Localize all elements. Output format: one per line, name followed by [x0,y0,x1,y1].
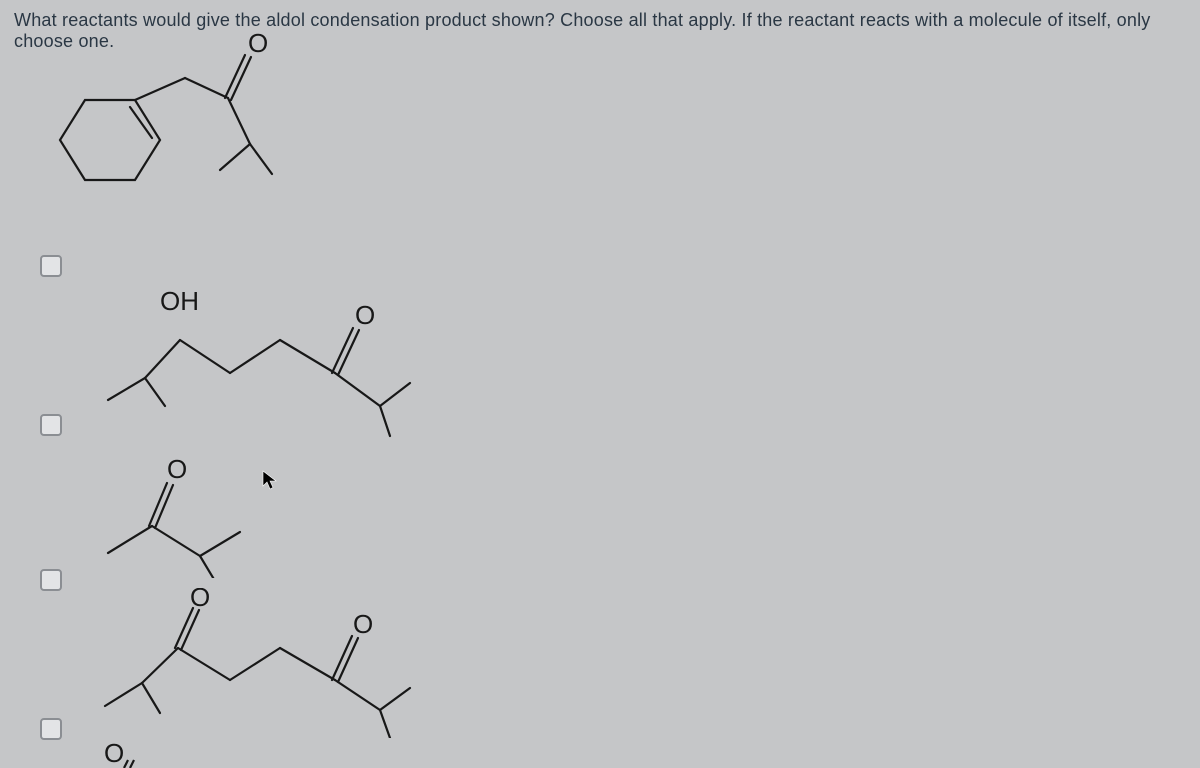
option-row-1 [40,255,62,277]
option-row-5-partial: O [104,738,164,768]
oh-label: OH [160,286,199,316]
checkbox-option-2[interactable] [40,414,62,436]
product-structure: O [40,30,280,250]
oxygen-label-4b: O [353,609,373,639]
option-5-partial: O [104,738,164,768]
option-3-structure: O [90,448,270,578]
oxygen-label-2: O [355,300,375,330]
oxygen-label-5: O [104,738,124,768]
oxygen-label: O [248,30,268,58]
option-2-structure: OH O [90,278,420,438]
option-4-structure: O O [90,588,420,738]
option-row-2: OH O [40,278,420,438]
oxygen-label-4a: O [190,588,210,612]
oxygen-label-3: O [167,454,187,484]
checkbox-option-4[interactable] [40,718,62,740]
option-row-3: O [40,448,270,578]
checkbox-option-1[interactable] [40,255,62,277]
option-row-4: O O [40,588,420,738]
